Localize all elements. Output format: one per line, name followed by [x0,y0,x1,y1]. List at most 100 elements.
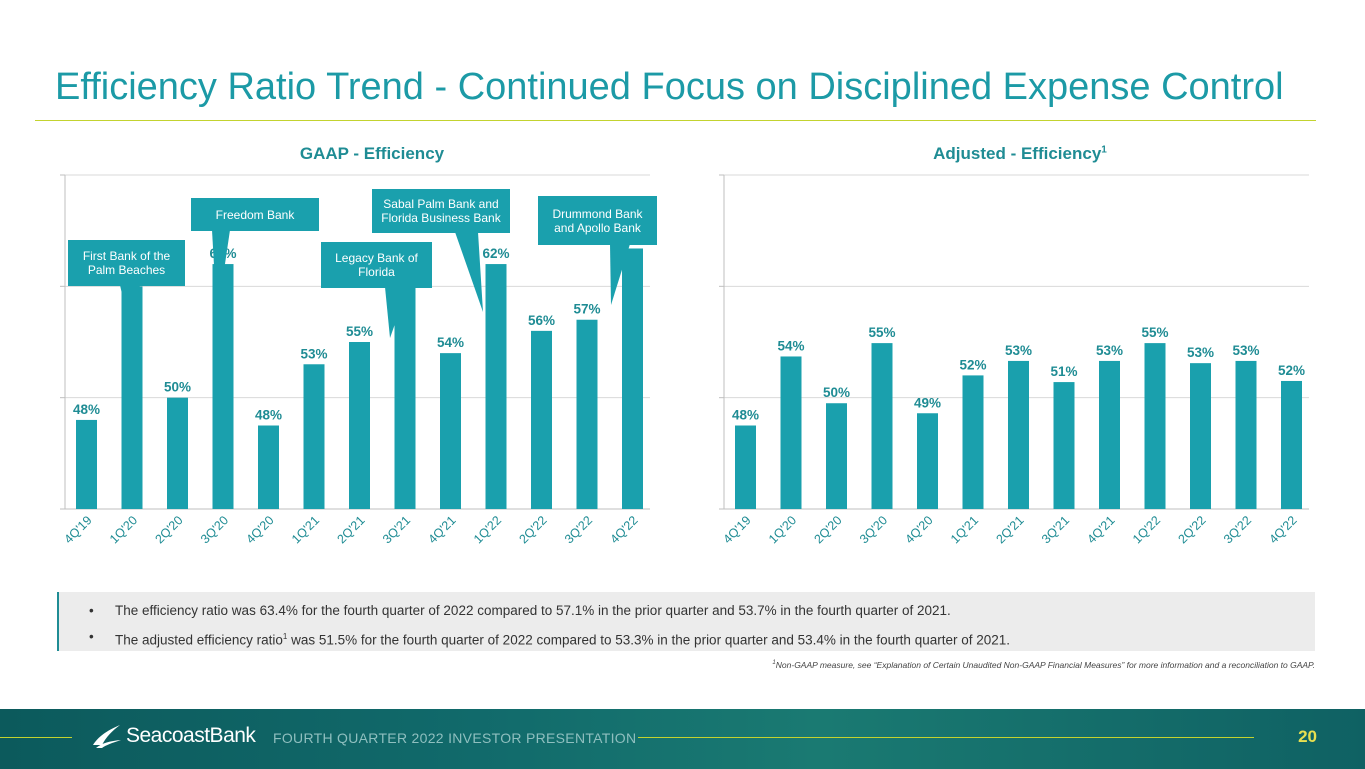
gaap-tick-label: 4Q'19 [61,513,94,546]
adjusted-data-label: 52% [1278,363,1305,378]
gaap-data-label: 62% [482,246,509,261]
gaap-tick-label: 3Q'22 [562,513,595,546]
page-title: Efficiency Ratio Trend - Continued Focus… [55,66,1284,108]
adjusted-data-label: 48% [732,408,759,423]
adjusted-bar [1144,343,1166,509]
callout-tail [455,232,483,312]
adjusted-tick-label: 2Q'20 [811,513,844,546]
gaap-data-label: 55% [346,324,373,339]
footnote-marker: 1 [772,660,776,667]
gaap-bar [76,419,97,509]
bullet-dot: • [89,603,94,618]
gaap-data-label: 50% [164,380,191,395]
adjusted-data-label: 53% [1187,345,1214,360]
adjusted-bar [1008,360,1029,509]
bullet-text: The adjusted efficiency ratio1 was 51.5%… [115,624,1010,650]
adjusted-data-label: 50% [823,385,850,400]
gaap-bar [349,342,370,509]
callout-legacy-bank: Legacy Bank of Florida [321,242,432,288]
bullet-text: The efficiency ratio was 63.4% for the f… [115,603,951,618]
adjusted-chart-title-text: Adjusted - Efficiency [933,144,1102,163]
presentation-title: FOURTH QUARTER 2022 INVESTOR PRESENTATIO… [273,730,637,746]
footer-bar: SeacoastBank FOURTH QUARTER 2022 INVESTO… [0,709,1365,769]
wave-icon [93,725,121,748]
footer-rule-right [638,737,1254,738]
gaap-bar [485,264,507,509]
bullet-text-post: was 51.5% for the fourth quarter of 2022… [287,632,1011,648]
adjusted-data-label: 53% [1005,343,1032,358]
bullet-item: • The adjusted efficiency ratio1 was 51.5… [89,624,1315,650]
adjusted-tick-label: 3Q'20 [857,513,890,546]
bullet-footnote-marker: 1 [282,632,288,641]
seacoast-logo: SeacoastBank [92,723,256,749]
adjusted-data-label: 53% [1232,343,1259,358]
footnote-text: Non-GAAP measure, see “Explanation of Ce… [775,660,1315,670]
adjusted-data-label: 52% [959,357,986,372]
gaap-bar [121,286,143,509]
adjusted-data-label: 53% [1096,343,1123,358]
adjusted-tick-label: 4Q'19 [720,513,753,546]
adjusted-chart-title: Adjusted - Efficiency1 [900,144,1140,164]
adjusted-tick-label: 3Q'22 [1221,513,1254,546]
adjusted-bar [1053,382,1075,509]
adjusted-data-label: 49% [914,395,941,410]
gaap-bar [440,353,461,509]
gaap-data-label: 56% [528,313,555,328]
logo-text: SeacoastBank [126,724,256,747]
gaap-bar [531,330,552,509]
adjusted-bar [962,375,984,509]
adjusted-tick-label: 4Q'22 [1266,513,1299,546]
adjusted-bar [1190,363,1211,509]
gaap-data-label: 48% [73,402,100,417]
adjusted-tick-label: 2Q'22 [1175,513,1208,546]
title-divider [35,120,1316,121]
gaap-chart-title: GAAP - Efficiency [299,144,445,163]
callout-tail [610,244,630,305]
gaap-tick-label: 4Q'22 [607,513,640,546]
gaap-bar [576,319,598,509]
adjusted-bar [871,343,893,509]
bullet-dot: • [89,629,94,644]
adjusted-tick-label: 4Q'21 [1084,513,1117,546]
gaap-bar [258,425,279,509]
page-number: 20 [1298,727,1317,746]
adjusted-tick-label: 3Q'21 [1039,513,1072,546]
gaap-tick-label: 2Q'20 [152,513,185,546]
adjusted-bar [826,403,847,509]
gaap-bar [167,397,188,509]
callout-tail [120,285,140,330]
adjusted-efficiency-chart: 48% 4Q'19 54% 1Q'20 50% 2Q'20 55% 3Q'20 49% 4Q'20… [719,174,1309,546]
footer-rule-left [0,737,72,738]
callout-tail [385,287,408,338]
gaap-bar [303,364,325,509]
gaap-data-label: 54% [437,335,464,350]
gaap-tick-label: 1Q'22 [471,513,504,546]
callout-tails [120,230,630,338]
gaap-tick-label: 4Q'20 [243,513,276,546]
adjusted-tick-label: 1Q'21 [948,513,981,546]
adjusted-tick-label: 1Q'20 [766,513,799,546]
callout-first-bank: First Bank of the Palm Beaches [68,240,185,286]
gaap-data-label: 48% [255,408,282,423]
gaap-data-label: 57% [573,302,600,317]
adjusted-bar [1099,360,1120,509]
adjusted-bar [1281,380,1302,509]
adjusted-data-label: 51% [1050,364,1077,379]
gaap-data-label: 53% [300,346,327,361]
gaap-tick-label: 2Q'22 [516,513,549,546]
adjusted-data-label: 54% [777,338,804,353]
adjusted-bar [735,425,756,509]
footnote: 1Non-GAAP measure, see “Explanation of C… [772,660,1315,670]
adjusted-chart-title-footnote-marker: 1 [1101,144,1107,156]
gaap-tick-label: 4Q'21 [425,513,458,546]
gaap-bar [622,248,643,509]
adjusted-tick-label: 1Q'22 [1130,513,1163,546]
gaap-tick-label: 3Q'20 [198,513,231,546]
adjusted-bar [780,356,802,509]
gaap-tick-label: 3Q'21 [380,513,413,546]
gaap-tick-label: 1Q'21 [289,513,322,546]
bullet-text-pre: The adjusted efficiency ratio [115,632,283,648]
summary-bullets: • The efficiency ratio was 63.4% for the … [57,592,1315,651]
gaap-tick-label: 1Q'20 [107,513,140,546]
gaap-bar [394,286,416,509]
